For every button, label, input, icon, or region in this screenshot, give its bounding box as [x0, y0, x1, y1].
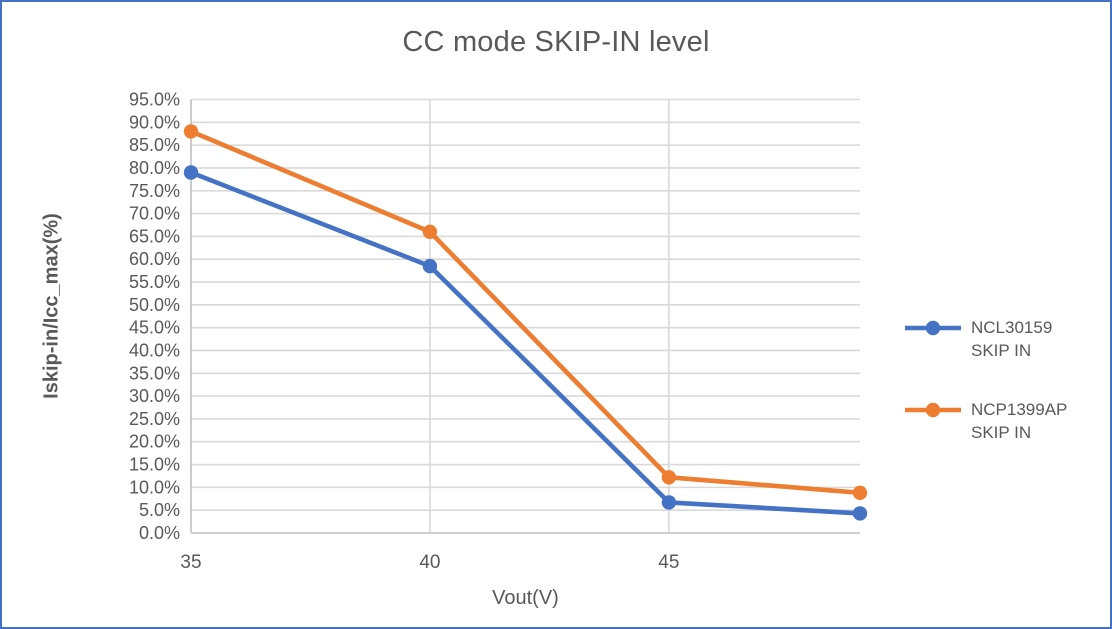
legend-label: NCL30159 SKIP IN — [971, 316, 1052, 362]
data-point-NCP1399AP — [852, 485, 868, 500]
legend-marker-icon — [905, 402, 961, 418]
legend-label-line: NCP1399AP — [971, 400, 1068, 419]
y-tick-label: 10.0% — [129, 477, 180, 497]
data-point-NCL30159 — [852, 506, 868, 521]
y-tick-label: 30.0% — [129, 386, 180, 406]
y-tick-label: 65.0% — [129, 226, 180, 246]
legend-label-line: SKIP IN — [971, 341, 1032, 360]
x-tick-label: 40 — [419, 552, 440, 573]
legend-entry-NCP1399AP: NCP1399AP SKIP IN — [904, 398, 1067, 444]
legend-marker-icon — [905, 320, 961, 336]
series-line-NCL30159 — [188, 170, 863, 516]
y-tick-label: 60.0% — [129, 249, 180, 269]
y-tick-label: 35.0% — [129, 363, 180, 383]
y-tick-label: 50.0% — [129, 295, 180, 315]
data-point-NCL30159 — [661, 495, 677, 510]
series-line-NCP1399AP — [188, 129, 863, 496]
y-tick-label: 80.0% — [129, 158, 180, 178]
legend-label: NCP1399AP SKIP IN — [971, 398, 1067, 444]
y-tick-label: 40.0% — [129, 340, 180, 360]
legend-label-line: SKIP IN — [971, 423, 1032, 442]
y-tick-label: 90.0% — [129, 112, 180, 132]
legend-point — [925, 320, 941, 336]
y-tick-label: 5.0% — [139, 500, 180, 520]
legend: NCL30159 SKIP IN NCP1399AP SKIP IN — [904, 316, 1067, 444]
y-tick-label: 55.0% — [129, 272, 180, 292]
y-tick-label: 0.0% — [139, 523, 180, 543]
y-tick-label: 20.0% — [129, 432, 180, 452]
y-tick-label: 15.0% — [129, 455, 180, 475]
y-tick-label: 95.0% — [129, 90, 180, 110]
y-tick-label: 25.0% — [129, 409, 180, 429]
data-point-NCL30159 — [183, 165, 199, 180]
x-axis-title: Vout(V) — [492, 587, 559, 609]
x-tick-label: 35 — [180, 552, 201, 573]
x-tick-label: 45 — [658, 552, 679, 573]
y-tick-label: 45.0% — [129, 318, 180, 338]
legend-entry-NCL30159: NCL30159 SKIP IN — [904, 316, 1067, 362]
data-point-NCP1399AP — [183, 124, 199, 139]
data-point-NCP1399AP — [422, 224, 438, 239]
chart-title: CC mode SKIP-IN level — [402, 26, 710, 58]
data-point-NCL30159 — [422, 258, 438, 274]
y-tick-label: 70.0% — [129, 204, 180, 224]
y-tick-label: 75.0% — [129, 181, 180, 201]
data-point-NCP1399AP — [661, 470, 677, 485]
legend-label-line: NCL30159 — [971, 318, 1053, 337]
y-tick-label: 85.0% — [129, 135, 180, 155]
legend-point — [925, 402, 941, 418]
